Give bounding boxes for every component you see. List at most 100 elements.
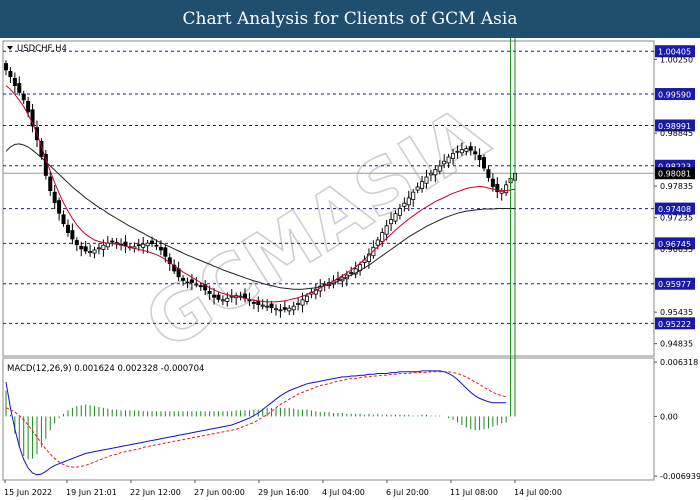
candle-body	[207, 291, 212, 294]
candle-body	[12, 77, 17, 87]
candle-body	[455, 150, 460, 153]
candle-body	[251, 302, 256, 304]
level-price-box	[655, 119, 695, 132]
collapse-triangle-icon[interactable]	[7, 46, 13, 50]
candle-body	[30, 109, 35, 127]
candle-body	[433, 169, 438, 176]
candle-body	[136, 244, 141, 247]
candle-body	[150, 240, 155, 245]
candle-body	[83, 246, 88, 252]
candle-body	[424, 176, 429, 184]
candle-body	[468, 146, 473, 151]
price-pane-frame	[2, 40, 655, 357]
level-price-label: 0.98991	[658, 122, 691, 131]
candle-body	[216, 294, 221, 300]
macd-pane-frame	[2, 357, 655, 481]
level-price-label: 0.98223	[658, 162, 691, 171]
candle-body	[189, 279, 194, 283]
candle-body	[420, 181, 425, 189]
level-price-label: 0.96745	[658, 240, 691, 249]
candle-body	[61, 214, 66, 225]
candle-body	[70, 230, 75, 240]
time-axis-label: 19 Jun 21:01	[66, 488, 117, 497]
chart-banner-title: Chart Analysis for Clients of GCM Asia	[0, 0, 700, 38]
candle-body	[163, 247, 168, 257]
candle-body	[389, 219, 394, 225]
candle-body	[96, 247, 101, 250]
candle-body	[110, 240, 115, 243]
candle-body	[397, 208, 402, 216]
candle-body	[17, 83, 22, 93]
candle-body	[79, 245, 84, 250]
level-price-box	[655, 202, 695, 215]
candle-body	[43, 153, 48, 176]
candle-body	[181, 277, 186, 281]
candle-body	[273, 308, 278, 311]
current-price-label: 0.98081	[658, 170, 691, 179]
level-price-box	[655, 88, 695, 101]
candle-body	[21, 93, 26, 101]
time-axis-label: 29 Jun 16:00	[258, 488, 309, 497]
candle-body	[185, 281, 190, 284]
level-price-label: 0.97408	[658, 205, 691, 214]
candle-body	[101, 244, 106, 250]
candle-body	[349, 272, 354, 274]
candle-body	[265, 305, 270, 308]
candle-body	[353, 268, 358, 275]
price-axis-label: 0.97235	[660, 214, 693, 223]
slow-moving-average-line	[5, 143, 515, 290]
macd-signal-line	[5, 371, 507, 468]
candle-body	[451, 152, 456, 160]
level-price-box	[655, 237, 695, 250]
candle-body	[375, 239, 380, 246]
candle-body	[225, 297, 230, 302]
candle-body	[384, 225, 389, 235]
candle-body	[486, 169, 491, 178]
candle-body	[495, 183, 500, 193]
candle-body	[437, 165, 442, 172]
candle-body	[296, 303, 301, 305]
macd-axis-label: 0.00	[660, 412, 678, 421]
macd-label: MACD(12,26,9) 0.001624 0.002328 -0.00070…	[7, 364, 204, 374]
candle-body	[477, 155, 482, 161]
time-axis-label: 6 Jul 20:00	[386, 488, 429, 497]
time-axis-label: 15 Jun 2022	[4, 488, 52, 497]
price-axis-label: 0.96635	[660, 245, 693, 254]
candle-body	[406, 197, 411, 206]
macd-axis-label: -0.006939	[660, 472, 700, 481]
candle-body	[26, 100, 31, 113]
time-axis-label: 14 Jul 00:00	[514, 488, 562, 497]
price-axis-label: 0.94835	[660, 340, 693, 349]
candle-body	[198, 285, 203, 288]
level-price-label: 0.95222	[658, 320, 691, 329]
candle-body	[39, 140, 44, 157]
candle-body	[229, 295, 234, 298]
candle-body	[499, 190, 504, 194]
candle-body	[287, 307, 292, 312]
candle-body	[194, 283, 199, 286]
candle-body	[88, 251, 93, 253]
candle-body	[52, 191, 57, 204]
candle-body	[446, 156, 451, 164]
candle-body	[504, 184, 509, 194]
candle-body	[74, 240, 79, 246]
candle-body	[473, 151, 478, 155]
price-axis-label: 0.98845	[660, 129, 693, 138]
symbol-label: USDCHF,H4	[17, 44, 67, 54]
candle-body	[402, 202, 407, 207]
macd-axis-label: 0.006318	[660, 358, 698, 367]
candle-body	[278, 309, 283, 312]
candle-body	[65, 224, 70, 234]
level-price-label: 1.00405	[658, 48, 691, 57]
price-axis-label: 1.00250	[660, 55, 693, 64]
level-price-box	[655, 317, 695, 330]
candle-body	[393, 213, 398, 222]
candle-body	[123, 241, 128, 247]
candle-body	[167, 257, 172, 265]
candle-body	[366, 253, 371, 262]
level-price-label: 0.99590	[658, 91, 691, 100]
chart-canvas: GCMASIA 1.004050.995900.989910.982230.97…	[0, 38, 700, 500]
candle-body	[428, 172, 433, 176]
candle-body	[459, 149, 464, 154]
level-price-box	[655, 277, 695, 290]
